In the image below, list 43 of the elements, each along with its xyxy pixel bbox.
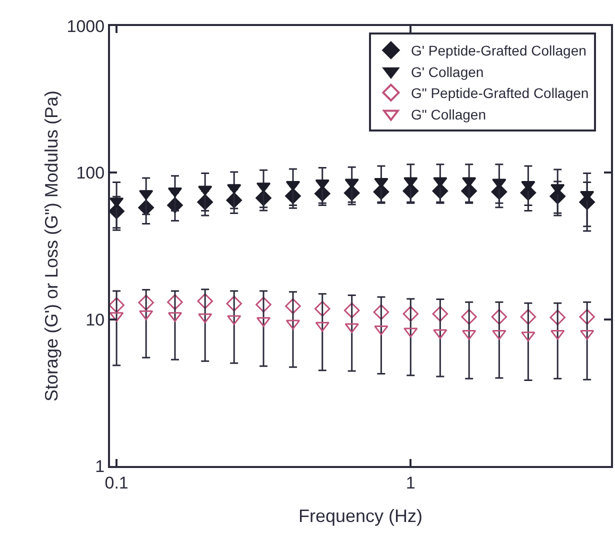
point — [344, 178, 359, 189]
point — [108, 297, 124, 314]
point — [167, 294, 183, 310]
point — [433, 329, 448, 340]
legend-label: G' Peptide-Grafted Collagen — [410, 42, 586, 59]
y-axis-title: Storage (G') or Loss (G") Modulus (Pa) — [41, 90, 62, 402]
legend-label: G" Peptide-Grafted Collagen — [410, 85, 589, 102]
point — [433, 177, 448, 188]
point — [374, 325, 388, 336]
point — [168, 187, 182, 198]
point — [285, 298, 301, 314]
legend-label: G" Collagen — [410, 106, 486, 122]
point — [492, 178, 506, 189]
point — [520, 308, 536, 325]
point — [402, 306, 419, 322]
point — [462, 177, 476, 188]
point — [579, 308, 595, 325]
point — [432, 306, 448, 322]
x-tick-label: 0.1 — [104, 473, 128, 492]
point — [580, 190, 594, 201]
y-tick-label: 1000 — [66, 16, 105, 36]
point — [550, 310, 566, 326]
point — [344, 323, 359, 334]
point — [256, 296, 272, 313]
point — [373, 304, 390, 320]
point — [315, 322, 330, 332]
point — [138, 310, 154, 320]
point — [138, 294, 154, 311]
point — [198, 186, 212, 196]
point — [404, 177, 418, 188]
point — [198, 313, 212, 324]
y-tick-label: 100 — [76, 164, 105, 183]
x-axis-title: Frequency (Hz) — [298, 506, 423, 526]
point — [226, 296, 242, 312]
point — [286, 320, 300, 330]
point — [344, 302, 360, 318]
point — [197, 293, 213, 310]
point — [461, 308, 477, 325]
point — [491, 308, 508, 325]
y-tick-label: 10 — [86, 310, 105, 330]
y-tick-label: 1 — [95, 456, 105, 476]
point — [314, 300, 330, 317]
legend-label: G' Collagen — [410, 64, 484, 80]
